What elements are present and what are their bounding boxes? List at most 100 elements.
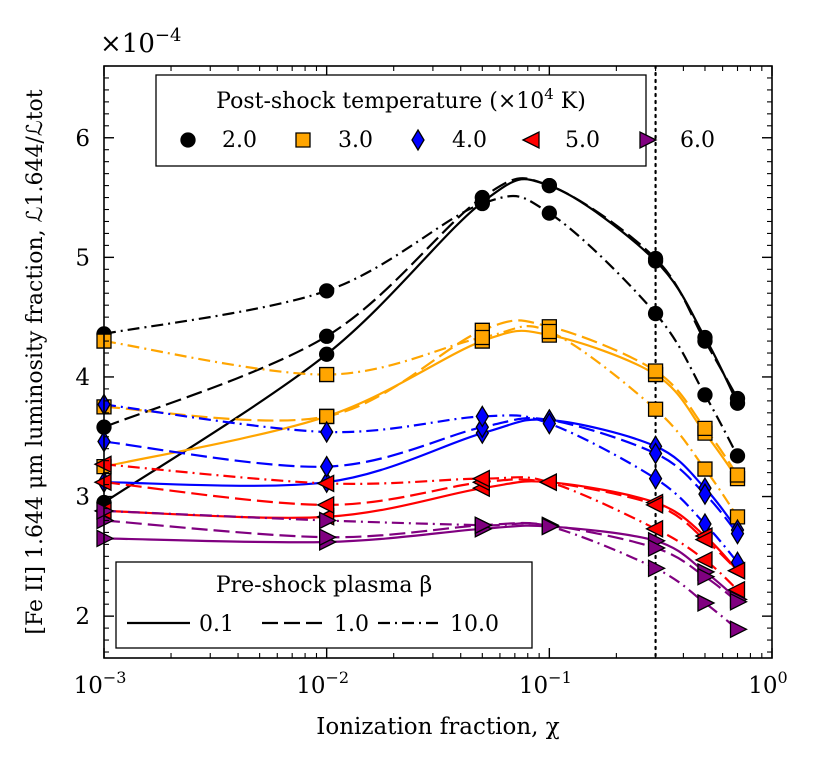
x-tick-label-1: 10−2 — [296, 668, 349, 699]
data-point-T4.0-beta10.0-4 — [648, 467, 663, 490]
data-point-T6.0-beta1.0-4 — [647, 538, 667, 558]
series-line-T6.0-beta10.0 — [104, 509, 739, 631]
data-point-T3.0-beta10.0-5 — [697, 461, 713, 477]
data-point-T2.0-beta10.0-2 — [474, 195, 490, 212]
series-line-T3.0-beta10.0 — [104, 325, 739, 518]
data-point-T6.0-beta1.0-6 — [729, 592, 748, 611]
beta-legend-label-dashed: 1.0 — [334, 612, 369, 637]
data-point-T5.0-beta10.0-3 — [538, 473, 557, 492]
y-tick-label-1: 3 — [75, 485, 90, 511]
data-point-T4.0-beta10.0-3 — [542, 412, 557, 435]
data-point-T3.0-beta10.0-6 — [729, 509, 746, 525]
plot-frame — [103, 65, 773, 659]
beta-legend-box — [115, 561, 533, 649]
series-line-T6.0-beta0.1 — [104, 524, 739, 601]
temperature-legend-title-exp: 4 — [544, 85, 554, 103]
data-point-T2.0-beta1.0-1 — [319, 328, 335, 344]
temperature-legend-label-3: 4.0 — [452, 128, 487, 153]
data-point-T5.0-beta10.0-5 — [694, 550, 713, 569]
temperature-legend-marker-4 — [521, 130, 540, 150]
data-point-T3.0-beta10.0-4 — [647, 401, 664, 417]
series-line-T3.0-beta1.0 — [104, 319, 739, 476]
marker-layer — [93, 177, 748, 639]
data-point-T3.0-beta10.0-1 — [319, 366, 335, 383]
temperature-legend: Post-shock temperature (×104 K) 2.0 3.0 … — [155, 74, 715, 167]
x-tick-label-3: 100 — [748, 668, 787, 699]
data-point-T5.0-beta1.0-4 — [645, 495, 664, 514]
scale-label: ×10−4 — [100, 25, 181, 59]
data-point-T6.0-beta10.0-5 — [697, 593, 716, 613]
data-point-T5.0-beta1.0-0 — [93, 473, 112, 492]
data-point-T6.0-beta10.0-6 — [729, 620, 748, 639]
data-point-T6.0-beta1.0-5 — [697, 567, 716, 586]
data-point-T2.0-beta10.0-1 — [319, 283, 335, 299]
data-point-T3.0-beta1.0-1 — [319, 408, 335, 425]
data-point-T5.0-beta1.0-1 — [316, 495, 335, 514]
data-point-T2.0-beta1.0-4 — [647, 250, 664, 267]
scale-label-base: ×10 — [100, 29, 155, 59]
temperature-legend-marker-5 — [639, 130, 658, 150]
data-point-T5.0-beta10.0-4 — [645, 519, 664, 538]
y-tick-label-2: 4 — [75, 365, 90, 391]
temperature-legend-label-1: 2.0 — [222, 128, 257, 153]
temperature-legend-marker-2 — [295, 132, 311, 148]
data-point-T3.0-beta10.0-2 — [474, 329, 490, 346]
y-tick-label-0: 2 — [75, 604, 90, 630]
temperature-legend-marker-1 — [180, 132, 196, 148]
x-tick-label-0: 10−3 — [74, 668, 127, 699]
y-axis-label: [Fe II] 1.644 μm luminosity fraction, ℒ1… — [23, 89, 48, 634]
beta-legend: Pre-shock plasma β 0.1 1.0 10.0 — [115, 561, 533, 649]
data-point-T2.0-beta0.1-1 — [319, 346, 335, 362]
data-point-T5.0-beta1.0-5 — [694, 530, 713, 549]
data-point-T2.0-beta1.0-3 — [541, 177, 557, 194]
data-point-T2.0-beta10.0-3 — [541, 205, 557, 221]
series-line-T4.0-beta0.1 — [104, 418, 739, 531]
temperature-legend-label-5: 6.0 — [680, 128, 715, 153]
temperature-legend-box — [155, 74, 647, 167]
temperature-legend-title-main: Post-shock temperature (×10 — [216, 89, 544, 114]
series-layer — [104, 66, 739, 658]
data-point-T6.0-beta10.0-2 — [474, 516, 493, 535]
x-axis-label: Ionization fraction, χ — [316, 714, 559, 740]
series-line-T2.0-beta0.1 — [104, 178, 739, 504]
data-point-T2.0-beta1.0-6 — [729, 390, 746, 407]
temperature-legend-title: Post-shock temperature (×104 K) — [216, 85, 586, 114]
data-point-T2.0-beta10.0-6 — [729, 448, 746, 464]
data-point-T6.0-beta0.1-0 — [96, 529, 115, 548]
series-line-T4.0-beta10.0 — [104, 403, 739, 564]
data-point-T4.0-beta1.0-6 — [730, 522, 745, 545]
beta-legend-label-solid: 0.1 — [199, 612, 234, 637]
data-point-T4.0-beta1.0-5 — [698, 482, 712, 506]
data-point-T5.0-beta10.0-1 — [316, 474, 335, 493]
data-point-T6.0-beta10.0-0 — [96, 501, 115, 520]
data-point-T3.0-beta1.0-5 — [697, 420, 713, 437]
data-point-T6.0-beta10.0-4 — [647, 559, 667, 578]
series-line-T3.0-beta0.1 — [104, 329, 739, 480]
data-point-T3.0-beta10.0-3 — [541, 323, 557, 340]
data-point-T6.0-beta10.0-1 — [319, 511, 338, 530]
beta-legend-title: Pre-shock plasma β — [216, 573, 432, 598]
series-line-T2.0-beta10.0 — [104, 195, 739, 457]
data-point-T3.0-beta1.0-4 — [647, 363, 664, 379]
temperature-legend-label-4: 5.0 — [565, 128, 600, 153]
series-line-T4.0-beta1.0 — [104, 417, 739, 535]
temperature-legend-label-2: 3.0 — [338, 128, 373, 153]
data-point-T4.0-beta1.0-4 — [648, 442, 663, 465]
x-tick-label-2: 10−1 — [519, 668, 572, 699]
series-line-T2.0-beta1.0 — [104, 177, 739, 429]
data-point-T2.0-beta10.0-4 — [647, 305, 664, 322]
series-line-T5.0-beta1.0 — [104, 478, 739, 572]
data-point-T4.0-beta10.0-1 — [319, 420, 334, 444]
temperature-legend-marker-3 — [411, 128, 425, 152]
data-point-T2.0-beta1.0-5 — [697, 333, 713, 349]
scale-label-exponent: −4 — [155, 25, 182, 46]
temperature-legend-title-suffix: K) — [554, 89, 586, 114]
series-line-T5.0-beta10.0 — [104, 463, 739, 591]
data-point-T5.0-beta1.0-6 — [727, 561, 746, 580]
data-point-T4.0-beta1.0-1 — [319, 455, 334, 478]
data-point-T5.0-beta10.0-2 — [471, 469, 490, 488]
data-point-T6.0-beta10.0-3 — [541, 517, 560, 536]
y-tick-label-3: 5 — [75, 245, 90, 271]
beta-legend-label-dashdot: 10.0 — [450, 612, 499, 637]
